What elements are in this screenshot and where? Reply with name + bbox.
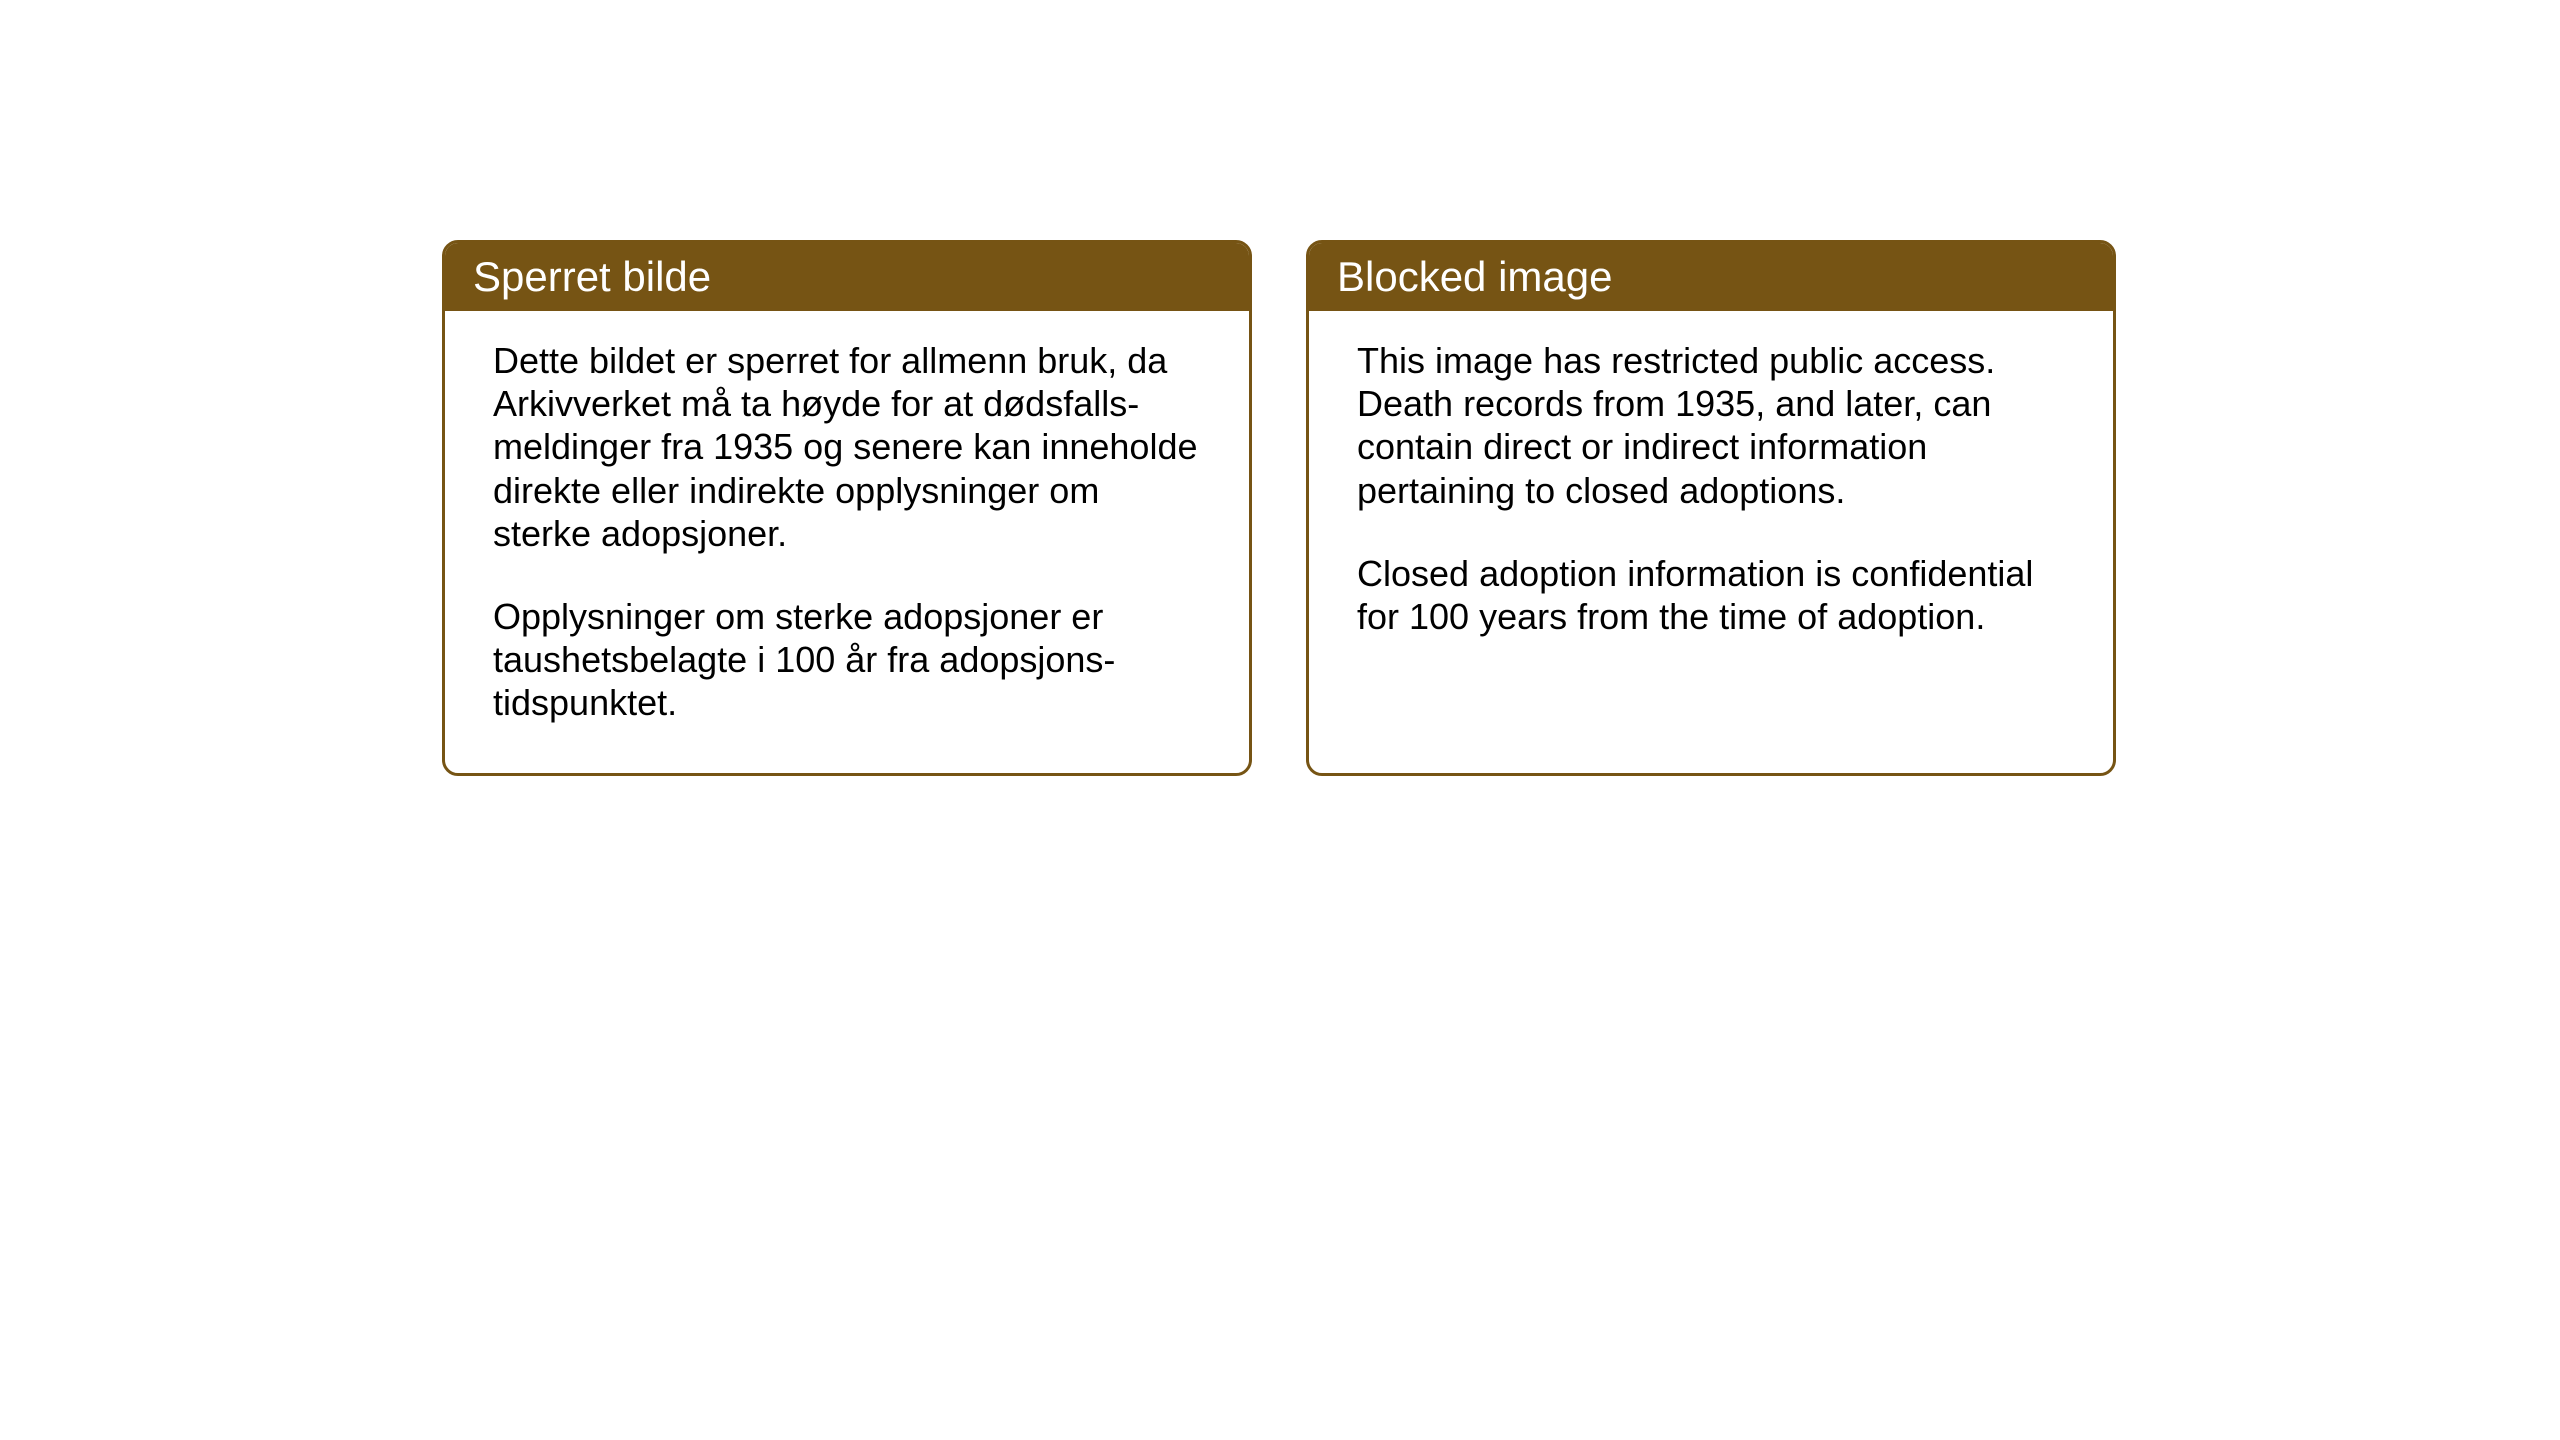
- english-paragraph-2: Closed adoption information is confident…: [1357, 552, 2065, 638]
- norwegian-paragraph-2: Opplysninger om sterke adopsjoner er tau…: [493, 595, 1201, 725]
- norwegian-notice-card: Sperret bilde Dette bildet er sperret fo…: [442, 240, 1252, 776]
- norwegian-card-body: Dette bildet er sperret for allmenn bruk…: [445, 311, 1249, 773]
- english-notice-card: Blocked image This image has restricted …: [1306, 240, 2116, 776]
- notice-cards-container: Sperret bilde Dette bildet er sperret fo…: [442, 240, 2116, 776]
- english-card-title: Blocked image: [1309, 243, 2113, 311]
- english-paragraph-1: This image has restricted public access.…: [1357, 339, 2065, 512]
- english-card-body: This image has restricted public access.…: [1309, 311, 2113, 686]
- norwegian-paragraph-1: Dette bildet er sperret for allmenn bruk…: [493, 339, 1201, 555]
- norwegian-card-title: Sperret bilde: [445, 243, 1249, 311]
